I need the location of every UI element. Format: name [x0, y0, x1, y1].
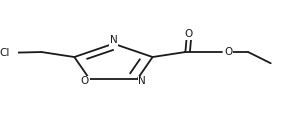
- Text: O: O: [224, 47, 233, 57]
- Text: O: O: [81, 76, 89, 86]
- Text: Cl: Cl: [0, 48, 10, 58]
- Text: N: N: [110, 35, 117, 45]
- Text: O: O: [185, 29, 193, 39]
- Text: N: N: [138, 76, 146, 86]
